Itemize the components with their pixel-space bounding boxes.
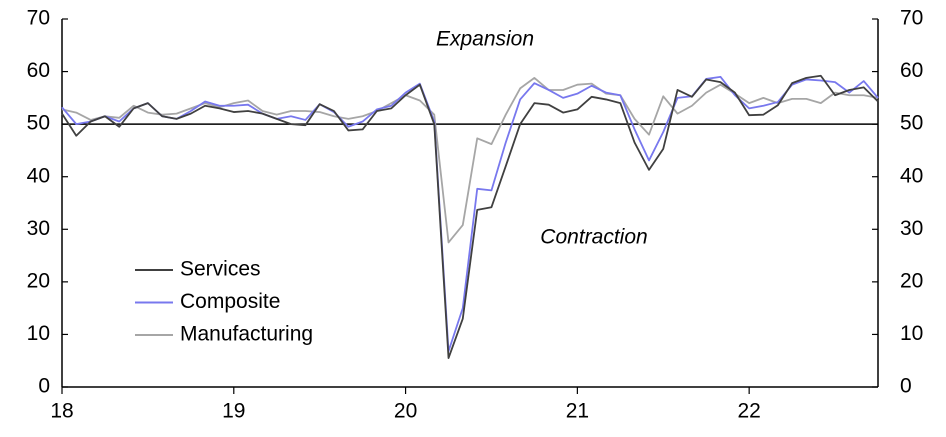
y2-tick-label: 10 bbox=[900, 322, 923, 345]
x-tick-label: 20 bbox=[394, 400, 417, 423]
legend-label: Composite bbox=[180, 290, 280, 313]
series-line bbox=[61, 74, 879, 359]
y-tick-label: 70 bbox=[27, 7, 50, 30]
y2-tick-label: 60 bbox=[900, 59, 923, 82]
y2-tick-label: 20 bbox=[900, 269, 923, 292]
y2-tick-label: 50 bbox=[900, 112, 923, 135]
series-line bbox=[61, 76, 879, 244]
y2-tick-label: 40 bbox=[900, 164, 923, 187]
series-line bbox=[61, 75, 879, 353]
y2-tick-label: 70 bbox=[900, 7, 923, 30]
y-tick-label: 30 bbox=[27, 217, 50, 240]
x-tick-label: 22 bbox=[737, 400, 760, 423]
y2-tick-label: 30 bbox=[900, 217, 923, 240]
y-tick-label: 50 bbox=[27, 112, 50, 135]
y-tick-label: 20 bbox=[27, 269, 50, 292]
legend-label: Manufacturing bbox=[180, 323, 313, 346]
legend-label: Services bbox=[180, 258, 261, 281]
x-tick-label: 19 bbox=[222, 400, 245, 423]
y-tick-label: 0 bbox=[38, 375, 50, 398]
y-tick-label: 60 bbox=[27, 59, 50, 82]
x-tick-label: 18 bbox=[50, 400, 73, 423]
x-tick-label: 21 bbox=[566, 400, 589, 423]
y-tick-label: 40 bbox=[27, 164, 50, 187]
y2-tick-label: 0 bbox=[900, 375, 912, 398]
annotation: Expansion bbox=[436, 28, 534, 51]
annotation: Contraction bbox=[540, 226, 647, 249]
y-tick-label: 10 bbox=[27, 322, 50, 345]
